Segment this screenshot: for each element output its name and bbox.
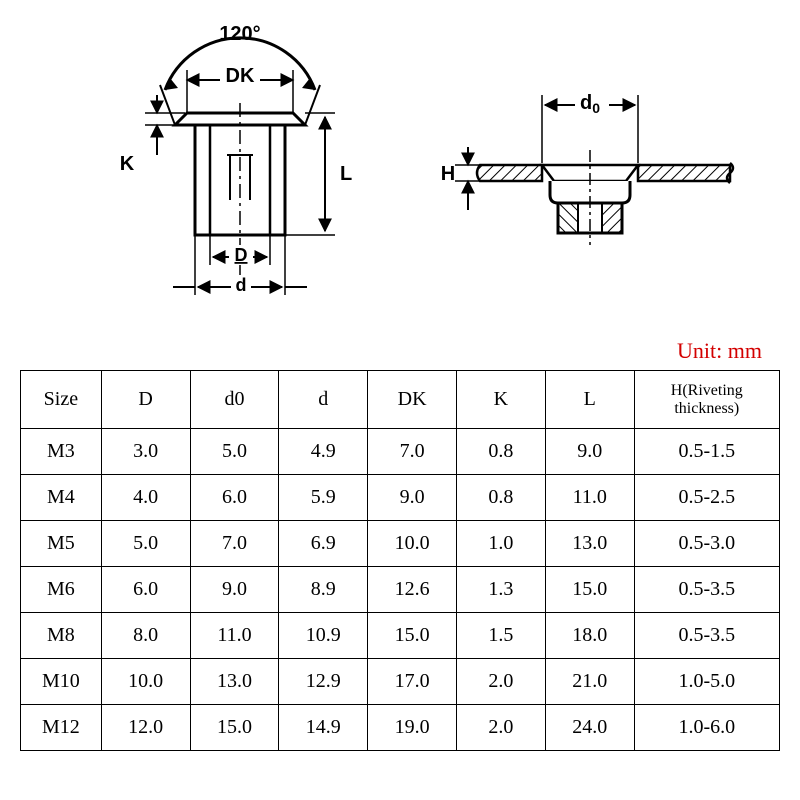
D-label: D xyxy=(235,245,248,265)
table-cell: 13.0 xyxy=(545,521,634,567)
table-cell: 0.5-3.0 xyxy=(634,521,779,567)
table-cell: 18.0 xyxy=(545,613,634,659)
table-cell: 6.0 xyxy=(190,475,279,521)
table-cell: 10.0 xyxy=(101,659,190,705)
right-drawing: d0 H xyxy=(441,92,733,245)
table-cell: 1.0-6.0 xyxy=(634,705,779,751)
table-cell: M10 xyxy=(21,659,102,705)
table-cell: 15.0 xyxy=(368,613,457,659)
table-cell: 12.9 xyxy=(279,659,368,705)
table-row: M33.05.04.97.00.89.00.5-1.5 xyxy=(21,429,780,475)
table-cell: M8 xyxy=(21,613,102,659)
table-cell: 7.0 xyxy=(190,521,279,567)
table-cell: M3 xyxy=(21,429,102,475)
table-cell: 1.0-5.0 xyxy=(634,659,779,705)
table-row: M44.06.05.99.00.811.00.5-2.5 xyxy=(21,475,780,521)
h-label: H xyxy=(441,163,455,185)
table-cell: 1.0 xyxy=(456,521,545,567)
table-cell: M12 xyxy=(21,705,102,751)
table-cell: 21.0 xyxy=(545,659,634,705)
table-cell: M5 xyxy=(21,521,102,567)
col-D: D xyxy=(101,371,190,429)
table-row: M55.07.06.910.01.013.00.5-3.0 xyxy=(21,521,780,567)
table-cell: 11.0 xyxy=(545,475,634,521)
table-cell: M6 xyxy=(21,567,102,613)
table-cell: 9.0 xyxy=(545,429,634,475)
table-row: M1212.015.014.919.02.024.01.0-6.0 xyxy=(21,705,780,751)
table-cell: 13.0 xyxy=(190,659,279,705)
col-d: d xyxy=(279,371,368,429)
table-cell: 10.9 xyxy=(279,613,368,659)
dk-label: DK xyxy=(226,65,255,87)
table-cell: 9.0 xyxy=(190,567,279,613)
table-cell: 0.5-1.5 xyxy=(634,429,779,475)
table-cell: 0.5-2.5 xyxy=(634,475,779,521)
table-cell: 15.0 xyxy=(190,705,279,751)
col-L: L xyxy=(545,371,634,429)
table-row: M88.011.010.915.01.518.00.5-3.5 xyxy=(21,613,780,659)
table-cell: 17.0 xyxy=(368,659,457,705)
table-cell: 0.8 xyxy=(456,429,545,475)
col-d0: d0 xyxy=(190,371,279,429)
table-cell: M4 xyxy=(21,475,102,521)
table-cell: 15.0 xyxy=(545,567,634,613)
angle-label: 120° xyxy=(219,23,260,45)
table-cell: 2.0 xyxy=(456,705,545,751)
col-H: H(Rivetingthickness) xyxy=(634,371,779,429)
col-size: Size xyxy=(21,371,102,429)
table-cell: 9.0 xyxy=(368,475,457,521)
d-label: d xyxy=(236,275,247,295)
table-cell: 14.9 xyxy=(279,705,368,751)
left-drawing: 120° DK K xyxy=(120,23,352,295)
col-K: K xyxy=(456,371,545,429)
k-label: K xyxy=(120,153,135,175)
unit-label: Unit: mm xyxy=(20,330,780,370)
dimension-table: Size D d0 d DK K L H(Rivetingthickness) … xyxy=(20,370,780,751)
table-cell: 3.0 xyxy=(101,429,190,475)
table-cell: 4.0 xyxy=(101,475,190,521)
table-cell: 6.9 xyxy=(279,521,368,567)
table-header-row: Size D d0 d DK K L H(Rivetingthickness) xyxy=(21,371,780,429)
table-cell: 8.9 xyxy=(279,567,368,613)
table-cell: 5.0 xyxy=(101,521,190,567)
table-cell: 4.9 xyxy=(279,429,368,475)
table-cell: 0.5-3.5 xyxy=(634,613,779,659)
col-DK: DK xyxy=(368,371,457,429)
table-row: M66.09.08.912.61.315.00.5-3.5 xyxy=(21,567,780,613)
technical-drawings: 120° DK K xyxy=(0,0,800,330)
table-cell: 1.3 xyxy=(456,567,545,613)
table-cell: 24.0 xyxy=(545,705,634,751)
table-cell: 5.9 xyxy=(279,475,368,521)
table-body: M33.05.04.97.00.89.00.5-1.5M44.06.05.99.… xyxy=(21,429,780,751)
table-cell: 0.5-3.5 xyxy=(634,567,779,613)
table-cell: 0.8 xyxy=(456,475,545,521)
dimension-table-area: Unit: mm Size D d0 d DK K L H(Rivetingth… xyxy=(20,330,780,751)
table-cell: 8.0 xyxy=(101,613,190,659)
table-cell: 5.0 xyxy=(190,429,279,475)
table-cell: 12.0 xyxy=(101,705,190,751)
table-cell: 12.6 xyxy=(368,567,457,613)
table-cell: 1.5 xyxy=(456,613,545,659)
l-label: L xyxy=(340,163,352,185)
table-cell: 6.0 xyxy=(101,567,190,613)
table-cell: 7.0 xyxy=(368,429,457,475)
table-cell: 2.0 xyxy=(456,659,545,705)
table-row: M1010.013.012.917.02.021.01.0-5.0 xyxy=(21,659,780,705)
table-cell: 11.0 xyxy=(190,613,279,659)
table-cell: 10.0 xyxy=(368,521,457,567)
table-cell: 19.0 xyxy=(368,705,457,751)
